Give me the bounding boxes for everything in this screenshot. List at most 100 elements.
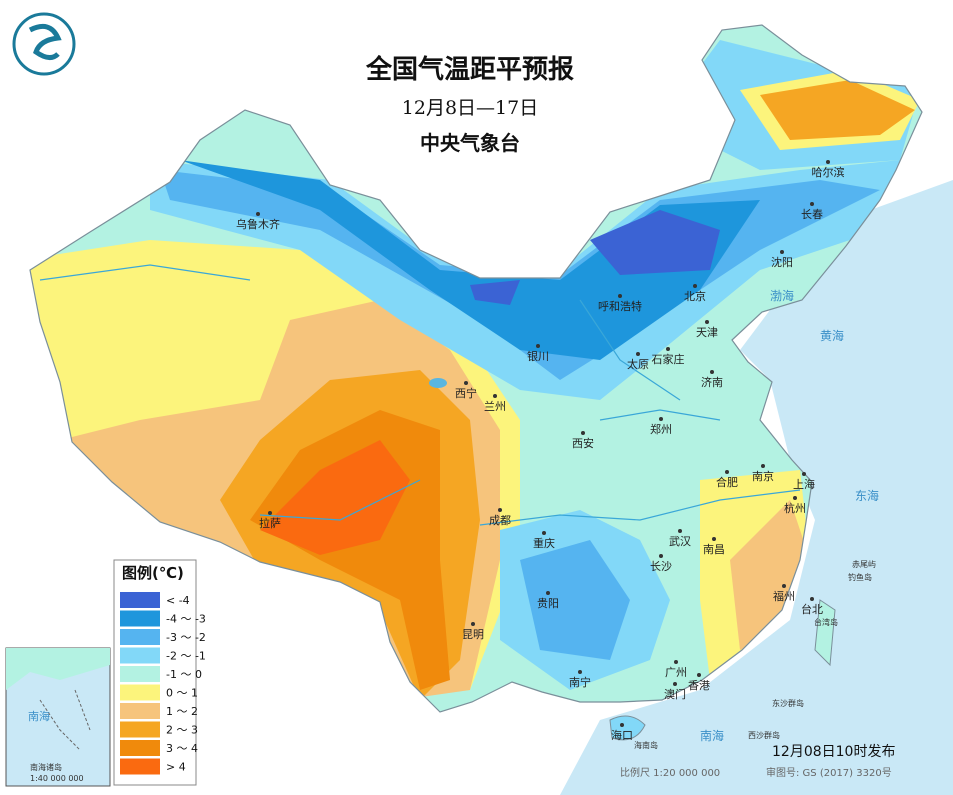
city-dot xyxy=(498,508,502,512)
city-label: 哈尔滨 xyxy=(812,165,845,179)
city-label: 太原 xyxy=(627,358,649,371)
legend-title: 图例(℃) xyxy=(122,564,184,582)
taiwan xyxy=(814,599,836,667)
period: 12月8日—17日 xyxy=(402,97,538,119)
island-label: 西沙群岛 xyxy=(748,730,780,740)
city-dot xyxy=(666,347,670,351)
city-label: 贵阳 xyxy=(537,597,559,610)
legend-swatch xyxy=(120,740,160,756)
city-label: 澳门 xyxy=(664,687,686,701)
sea-label: 黄海 xyxy=(820,328,844,343)
city-dot xyxy=(464,381,468,385)
city-label: 济南 xyxy=(701,375,723,389)
legend-swatch xyxy=(120,666,160,682)
legend-swatch xyxy=(120,758,160,775)
city-label: 福州 xyxy=(773,589,795,603)
legend-swatch xyxy=(120,721,160,738)
legend-label: > 4 xyxy=(166,761,186,774)
legend-swatch xyxy=(120,703,160,719)
city-dot xyxy=(810,597,814,601)
legend-swatch xyxy=(120,684,160,701)
island-label: 赤尾屿 xyxy=(852,560,876,569)
city-dot xyxy=(546,591,550,595)
city-dot xyxy=(810,202,814,206)
city-dot xyxy=(493,394,497,398)
legend-label: 2 ～ 3 xyxy=(166,724,198,737)
city-label: 重庆 xyxy=(533,536,555,550)
city-dot xyxy=(712,537,716,541)
city-label: 北京 xyxy=(684,289,706,303)
inset-land xyxy=(6,648,110,690)
release-time: 12月08日10时发布 xyxy=(772,744,895,760)
city-label: 长沙 xyxy=(650,560,672,573)
inset-map: 南海 南海诸岛 1:40 000 000 xyxy=(5,647,111,787)
legend-swatch xyxy=(120,610,160,627)
city-dot xyxy=(674,660,678,664)
legend-label: < -4 xyxy=(166,594,190,607)
city-dot xyxy=(268,511,272,515)
city-label: 香港 xyxy=(688,679,710,692)
review-number: 审图号: GS (2017) 3320号 xyxy=(766,766,892,779)
city-dot xyxy=(659,554,663,558)
city-label: 武汉 xyxy=(669,535,691,548)
city-label: 昆明 xyxy=(462,628,484,641)
city-dot xyxy=(256,212,260,216)
city-label: 上海 xyxy=(793,477,815,491)
legend-label: -3 ～ -2 xyxy=(166,631,206,644)
city-dot xyxy=(673,682,677,686)
hainan xyxy=(609,715,646,741)
city-label: 沈阳 xyxy=(771,255,793,269)
city-dot xyxy=(705,320,709,324)
city-dot xyxy=(542,531,546,535)
city-label: 海口 xyxy=(611,728,633,742)
island-label: 海南岛 xyxy=(634,740,658,750)
city-dot xyxy=(620,723,624,727)
legend-label: 1 ～ 2 xyxy=(166,705,198,718)
city-dot xyxy=(761,464,765,468)
city-dot xyxy=(793,496,797,500)
city-dot xyxy=(536,344,540,348)
city-dot xyxy=(710,370,714,374)
legend-label: 3 ～ 4 xyxy=(166,742,198,755)
city-label: 银川 xyxy=(527,349,549,363)
legend-swatch xyxy=(120,629,160,645)
city-label: 广州 xyxy=(665,666,687,679)
island-label: 东沙群岛 xyxy=(772,698,804,708)
island-label: 钓鱼岛 xyxy=(848,572,872,582)
city-label: 台北 xyxy=(801,602,823,616)
city-dot xyxy=(725,470,729,474)
city-dot xyxy=(618,294,622,298)
logo-mark xyxy=(28,23,62,60)
city-label: 杭州 xyxy=(784,501,806,515)
sea-label: 南海 xyxy=(700,728,724,743)
city-dot xyxy=(471,622,475,626)
legend-label: -4 ～ -3 xyxy=(166,613,206,626)
rivers xyxy=(39,264,801,526)
legend-label: 0 ～ 1 xyxy=(166,687,198,700)
inset-sea: 南海 xyxy=(28,709,50,723)
legend-label: -2 ～ -1 xyxy=(166,650,206,663)
city-label: 天津 xyxy=(696,326,718,339)
city-dot xyxy=(782,584,786,588)
city-label: 乌鲁木齐 xyxy=(236,217,280,231)
city-dot xyxy=(581,431,585,435)
city-label: 兰州 xyxy=(484,400,506,413)
city-dot xyxy=(780,250,784,254)
legend: 图例(℃) < -4 -4 ～ -3 -3 ～ -2 -2 ～ -1 -1 ～ 0 0 ～… xyxy=(113,559,206,786)
inset-islands: 南海诸岛 xyxy=(30,762,62,772)
sea-label: 东海 xyxy=(855,488,879,503)
city-label: 合肥 xyxy=(716,475,738,489)
title: 全国气温距平预报 xyxy=(365,54,574,85)
city-dot xyxy=(802,472,806,476)
city-label: 石家庄 xyxy=(652,352,685,366)
island-label: 台湾岛 xyxy=(814,617,838,627)
city-dot xyxy=(693,284,697,288)
sea-area xyxy=(560,180,953,795)
city-label: 郑州 xyxy=(650,422,672,436)
city-label: 西安 xyxy=(572,436,594,450)
city-dot xyxy=(578,670,582,674)
city-label: 呼和浩特 xyxy=(598,299,642,313)
scale: 比例尺 1:20 000 000 xyxy=(620,766,720,779)
legend-label: -1 ～ 0 xyxy=(166,668,202,681)
